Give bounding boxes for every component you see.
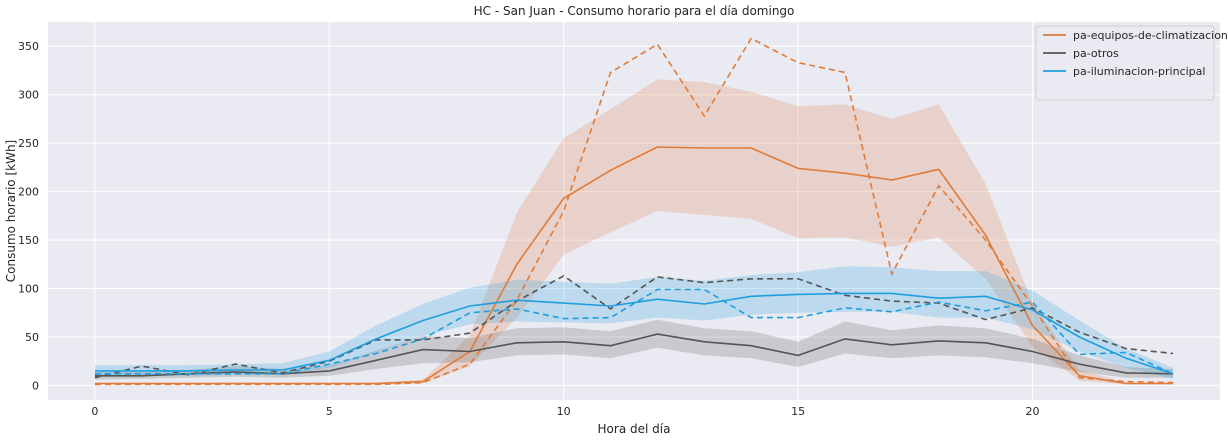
x-tick-label: 15 (791, 405, 805, 418)
y-tick-label: 100 (18, 283, 39, 296)
y-tick-label: 250 (18, 137, 39, 150)
legend-box (1035, 25, 1215, 101)
pa-otros-band (94, 319, 1174, 380)
series-lines (94, 37, 1174, 386)
grid-lines (48, 22, 1220, 400)
pa-equipos-de-climatizacion-band (94, 79, 1174, 385)
legend-label-pa-iluminacion-principal: pa-iluminacion-principal (1073, 65, 1205, 78)
x-tick-label: 20 (1025, 405, 1039, 418)
y-axis-label: Consumo horario [kWh] (4, 140, 18, 282)
pa-iluminacion-principal-dashed-line (94, 288, 1174, 375)
x-tick-label: 5 (326, 405, 333, 418)
y-tick-label: 50 (25, 331, 39, 344)
y-tick-label: 350 (18, 40, 39, 53)
y-tick-label: 200 (18, 186, 39, 199)
pa-equipos-de-climatizacion-dashed-line (94, 37, 1174, 386)
y-tick-label: 150 (18, 234, 39, 247)
x-tick-label: 0 (91, 405, 98, 418)
x-tick-label: 10 (557, 405, 571, 418)
y-tick-label: 300 (18, 89, 39, 102)
pa-equipos-de-climatizacion-mean-line (94, 146, 1174, 385)
x-axis-label: Hora del día (598, 422, 671, 436)
y-tick-label: 0 (32, 379, 39, 392)
pa-iluminacion-principal-mean-line (94, 292, 1174, 375)
pa-otros-mean-line (94, 333, 1174, 377)
pa-otros-dashed-line (94, 274, 1174, 379)
legend-label-pa-equipos-de-climatizacion: pa-equipos-de-climatizacion (1073, 29, 1228, 42)
chart-title: HC - San Juan - Consumo horario para el … (474, 4, 795, 18)
legend: pa-equipos-de-climatizacion pa-otros pa-il… (1035, 25, 1228, 101)
legend-label-pa-otros: pa-otros (1073, 47, 1119, 60)
